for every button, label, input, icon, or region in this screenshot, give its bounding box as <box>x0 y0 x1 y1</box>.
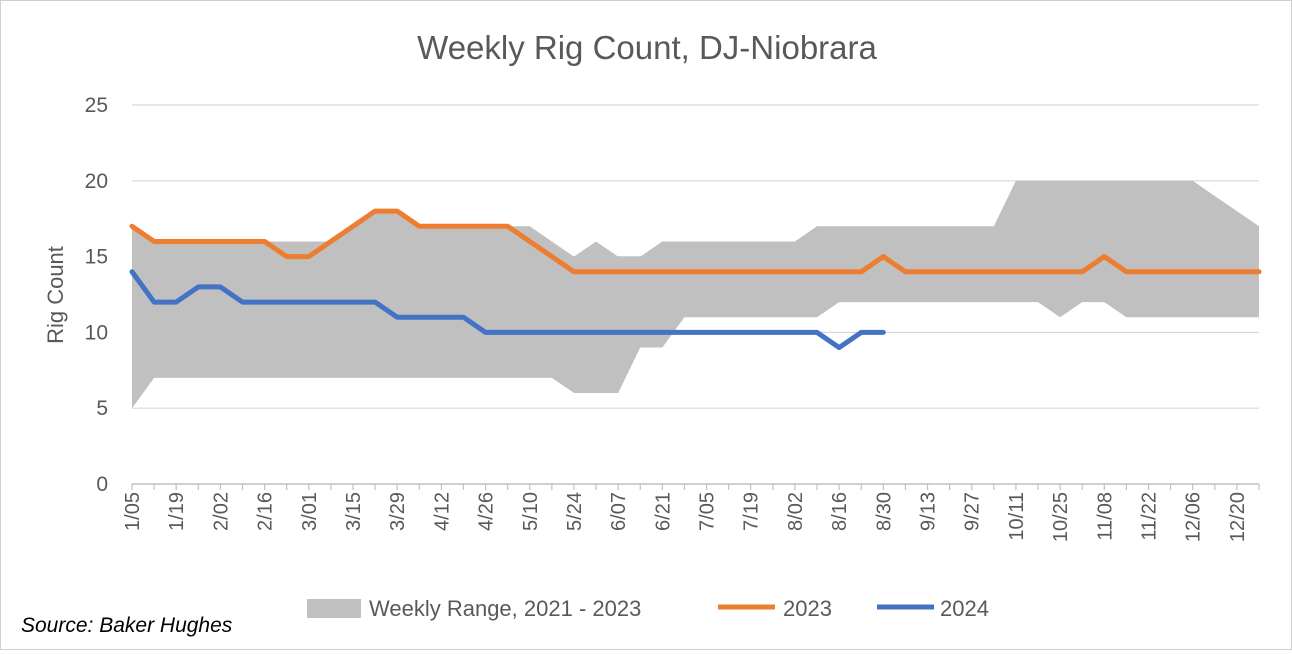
x-tick-label: 2/16 <box>255 492 277 531</box>
y-tick-label: 15 <box>85 246 108 269</box>
y-tick-label: 5 <box>96 397 108 420</box>
legend-label-2024: 2024 <box>940 596 989 621</box>
x-tick-label: 4/26 <box>476 492 498 531</box>
x-tick-label: 1/05 <box>122 492 144 531</box>
x-tick-label: 8/30 <box>873 492 895 531</box>
legend-label-2023: 2023 <box>783 596 832 621</box>
y-tick-label: 10 <box>85 321 108 344</box>
x-tick-label: 8/02 <box>785 492 807 531</box>
x-tick-label: 5/24 <box>564 492 586 531</box>
x-tick-label: 6/07 <box>608 492 630 531</box>
x-tick-label: 12/20 <box>1227 492 1249 542</box>
legend-label-range: Weekly Range, 2021 - 2023 <box>369 596 641 621</box>
y-tick-label: 20 <box>85 170 108 193</box>
x-tick-label: 9/27 <box>962 492 984 531</box>
legend-swatch-range <box>307 599 361 618</box>
x-tick-label: 11/08 <box>1094 492 1116 541</box>
x-tick-label: 11/22 <box>1139 492 1161 541</box>
legend: Weekly Range, 2021 - 2023 2023 2024 <box>307 596 989 621</box>
x-tick-label: 6/21 <box>652 492 674 531</box>
series-line-2023 <box>129 208 1262 275</box>
x-tick-label: 2/02 <box>210 492 232 531</box>
series-line-2024 <box>129 269 886 351</box>
x-tick-label: 4/12 <box>431 492 453 531</box>
x-tick-label: 8/16 <box>829 492 851 531</box>
x-tick-label: 9/13 <box>918 492 940 531</box>
x-tick-label: 5/10 <box>520 492 542 531</box>
y-axis-title: Rig Count <box>43 246 68 344</box>
x-tick-label: 3/01 <box>299 492 321 531</box>
x-tick-label: 1/19 <box>166 492 188 531</box>
x-tick-label: 3/15 <box>343 492 365 531</box>
x-axis-ticks <box>131 484 1260 490</box>
x-tick-label: 10/25 <box>1050 492 1072 542</box>
x-tick-label: 12/06 <box>1183 492 1205 542</box>
source-note: Source: Baker Hughes <box>21 614 233 637</box>
y-tick-label: 0 <box>96 473 108 496</box>
x-tick-label: 7/19 <box>741 492 763 531</box>
chart-title: Weekly Rig Count, DJ-Niobrara <box>417 29 877 66</box>
x-tick-label: 3/29 <box>387 492 409 531</box>
x-tick-label: 10/11 <box>1006 492 1028 541</box>
x-axis-tick-labels: 1/05 1/19 2/02 2/16 3/01 3/15 3/29 4/12 4/26 5/10… <box>122 492 1249 542</box>
weekly-range-area <box>132 180 1259 409</box>
y-axis-tick-labels: 0 5 10 15 20 25 <box>85 94 108 496</box>
x-tick-label: 7/05 <box>697 492 719 531</box>
y-tick-label: 25 <box>85 94 108 117</box>
